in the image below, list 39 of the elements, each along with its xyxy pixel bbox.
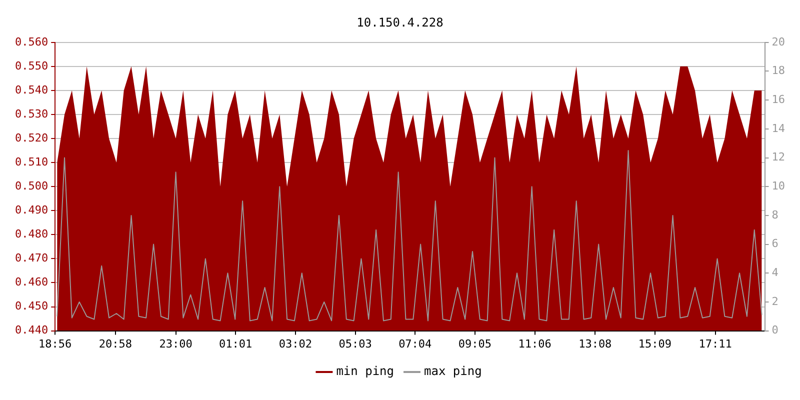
chart-title: 10.150.4.228 [356,15,444,30]
x-tick-label: 15:09 [638,337,672,350]
x-tick-label: 03:02 [278,337,312,350]
x-tick-label: 20:58 [98,337,132,350]
x-tick-label: 13:08 [578,337,612,350]
y-tick-label: 0.560 [14,35,48,48]
legend-label: min ping [336,364,394,378]
x-tick-label: 05:03 [338,337,372,350]
x-tick-label: 18:56 [38,337,72,350]
y-tick-label: 0.510 [14,155,48,168]
legend-label: max ping [424,364,482,378]
y-tick-label: 0.540 [14,83,48,96]
y-tick-label: 0.520 [14,131,48,144]
y-tick-label: 0.530 [14,107,48,120]
x-tick-label: 07:04 [398,337,432,350]
x-tick-label: 11:06 [518,337,552,350]
x-tick-label: 23:00 [159,337,192,350]
x-tick-label: 17:11 [698,337,732,350]
y-tick-label: 0.440 [14,324,48,337]
y-tick-label: 0.460 [14,276,48,289]
y2-tick-label: 4 [772,266,779,279]
y-tick-label: 0.470 [14,252,48,265]
y2-tick-label: 10 [772,179,786,192]
x-tick-label: 09:05 [458,337,492,350]
y2-tick-label: 14 [772,122,786,135]
x-tick-label: 01:01 [219,337,252,350]
y2-tick-label: 16 [772,92,786,106]
y2-tick-label: 18 [772,64,786,78]
y2-tick-label: 8 [772,208,778,222]
y2-tick-label: 2 [772,294,778,308]
y2-tick-label: 12 [772,150,786,164]
y2-tick-label: 0 [772,324,778,337]
y-tick-label: 0.450 [14,300,48,313]
y-tick-label: 0.500 [14,179,48,192]
y2-tick-label: 20 [772,35,786,48]
y-tick-label: 0.480 [14,228,48,241]
y-tick-label: 0.490 [14,203,48,216]
y-tick-label: 0.550 [14,59,48,72]
y2-tick-label: 6 [772,237,778,250]
